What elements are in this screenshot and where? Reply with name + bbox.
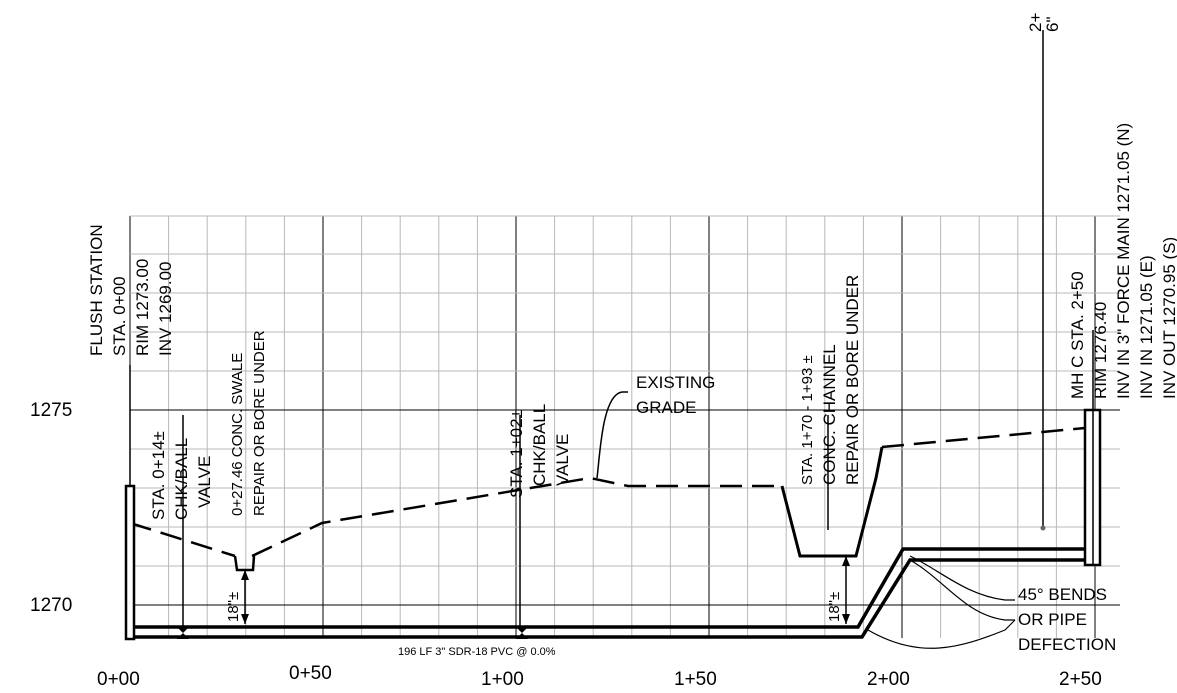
channel-depth-arrow-bottom (842, 614, 850, 624)
flush-station-inv: INV 1269.00 (156, 261, 175, 356)
top-right-leader-point (1040, 525, 1046, 531)
existing-grade-line-east (881, 426, 1086, 449)
profile-grid (129, 215, 1120, 638)
existing-grade-line (129, 476, 782, 558)
bends-label-line1: 45° BENDS (1018, 585, 1107, 604)
check-ball-valve-symbol-1 (177, 627, 189, 639)
top-right-label-line1: 2+ (1026, 13, 1045, 32)
manhole-label-line4: INV IN 1271.05 (E) (1137, 255, 1156, 399)
conc-channel-outline (780, 446, 884, 558)
elevation-label-1270: 1270 (30, 595, 72, 616)
valve-2-name: VALVE (553, 434, 572, 486)
check-ball-valve-symbol-2 (516, 627, 528, 639)
station-label-1-00: 1+00 (481, 669, 524, 690)
manhole-label-line5: INV OUT 1270.95 (S) (1160, 237, 1177, 399)
manhole-label-line2: RIM 1276.40 (1091, 302, 1110, 399)
bends-leaders (867, 555, 1016, 649)
channel-label-line1: STA. 1+70 - 1+93 ± (799, 355, 816, 485)
swale-label-line2: REPAIR OR BORE UNDER (251, 330, 268, 516)
valve-2-station: STA. 1+02± (507, 409, 526, 498)
existing-grade-label-line2: GRADE (636, 398, 696, 417)
swale-depth-arrow-bottom (241, 614, 249, 624)
station-label-2-50: 2+50 (1059, 669, 1102, 690)
pipe-label: 196 LF 3" SDR-18 PVC @ 0.0% (398, 646, 556, 658)
channel-depth-arrow-top (842, 556, 850, 566)
swale-notch (233, 555, 256, 572)
top-right-label-line2: 6" (1043, 17, 1062, 33)
swale-depth-label: 18"± (225, 592, 242, 622)
flush-station-rim: RIM 1273.00 (133, 259, 152, 356)
flush-station-name: FLUSH STATION (87, 224, 106, 356)
flush-station-station: STA. 0+00 (110, 276, 129, 356)
manhole-label-line1: MH C STA. 2+50 (1068, 271, 1087, 399)
valve-1-name: VALVE (195, 456, 214, 508)
existing-grade-leader (596, 391, 628, 479)
station-label-2-00: 2+00 (867, 669, 910, 690)
station-label-0-50: 0+50 (289, 663, 332, 684)
force-main-pipe (130, 547, 1090, 629)
force-main-pipe-invert (130, 558, 1090, 639)
channel-depth-label: 18"± (826, 592, 843, 622)
swale-label-line1: 0+27.46 CONC. SWALE (229, 353, 246, 516)
elevation-label-1275: 1275 (30, 400, 72, 421)
valve-2-type: CHK/BALL (530, 404, 549, 486)
flush-station-structure (124, 484, 136, 641)
bends-label-line3: DEFECTION (1018, 635, 1116, 654)
station-label-1-50: 1+50 (674, 669, 717, 690)
valve-1-station: STA. 0+14± (149, 431, 168, 520)
channel-label-line2: CONC. CHANNEL (820, 344, 839, 485)
channel-label-line3: REPAIR OR BORE UNDER (843, 275, 862, 485)
swale-depth-arrow-top (241, 570, 249, 580)
manhole-label-line3: INV IN 3" FORCE MAIN 1271.05 (N) (1114, 123, 1133, 399)
valve-1-type: CHK/BALL (172, 438, 191, 520)
station-label-0-00: 0+00 (97, 669, 140, 690)
bends-label-line2: OR PIPE (1018, 610, 1087, 629)
existing-grade-label-line1: EXISTING (636, 373, 715, 392)
